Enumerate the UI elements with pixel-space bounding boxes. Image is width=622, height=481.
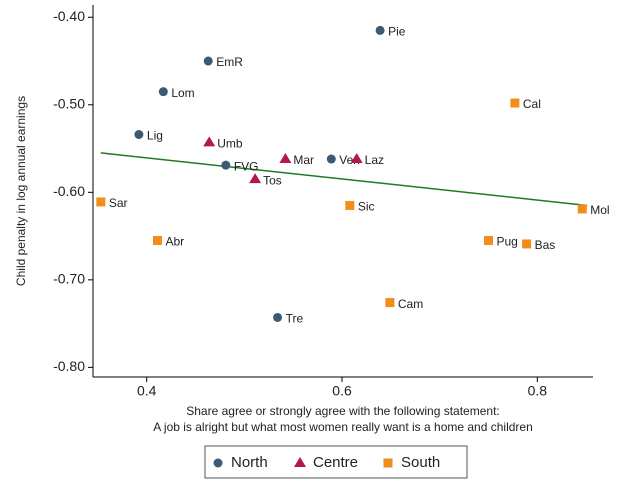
point-label: Lig [147, 129, 163, 143]
point [577, 204, 587, 214]
y-tick-label: -0.50 [53, 95, 85, 111]
point-label: Sic [358, 200, 375, 214]
point-label: Pie [388, 25, 406, 39]
point-label: Bas [535, 238, 556, 252]
point-label: Sar [109, 196, 128, 210]
point-label: Tre [286, 312, 304, 326]
point-label: Cal [523, 97, 541, 111]
point [484, 235, 494, 245]
point-label: Pug [497, 235, 518, 249]
point [203, 56, 213, 66]
y-tick-label: -0.60 [53, 183, 85, 199]
point [152, 235, 162, 245]
point [279, 153, 292, 164]
point-label: Lom [171, 86, 194, 100]
legend-label: South [401, 454, 440, 471]
point [273, 312, 283, 322]
point [375, 25, 385, 35]
point [134, 130, 144, 140]
point [203, 136, 216, 147]
y-tick-label: -0.40 [53, 8, 85, 24]
point-label: Mol [590, 203, 609, 217]
point-label: Laz [365, 153, 384, 167]
legend-label: Centre [313, 454, 358, 471]
point-label: Cam [398, 297, 423, 311]
point [510, 98, 520, 108]
point [326, 154, 336, 164]
point-label: Mar [293, 153, 314, 167]
point [158, 87, 168, 97]
point [221, 160, 231, 170]
y-tick-label: -0.70 [53, 271, 85, 287]
point [385, 298, 395, 308]
fit-line [100, 152, 588, 207]
x-axis-title: A job is alright but what most women rea… [153, 420, 533, 434]
y-tick-label: -0.80 [53, 358, 85, 374]
point-label: Abr [165, 235, 184, 249]
point [249, 173, 262, 184]
legend-label: North [231, 454, 268, 471]
x-tick-label: 0.8 [528, 383, 548, 399]
point [345, 200, 355, 210]
x-tick-label: 0.4 [137, 383, 157, 399]
point-label: EmR [216, 55, 243, 69]
legend-marker [294, 457, 306, 467]
x-axis-title: Share agree or strongly agree with the f… [186, 404, 500, 418]
legend-box [204, 445, 468, 479]
point-label: Tos [263, 173, 282, 187]
point [522, 239, 532, 249]
legend-marker [383, 458, 393, 468]
point-label: Umb [217, 137, 243, 151]
point [96, 197, 106, 207]
y-axis-title: Child penalty in log annual earnings [14, 96, 28, 286]
legend-marker [213, 458, 223, 468]
point-label: FVG [234, 159, 259, 173]
x-tick-label: 0.6 [332, 383, 352, 399]
point [350, 153, 363, 164]
